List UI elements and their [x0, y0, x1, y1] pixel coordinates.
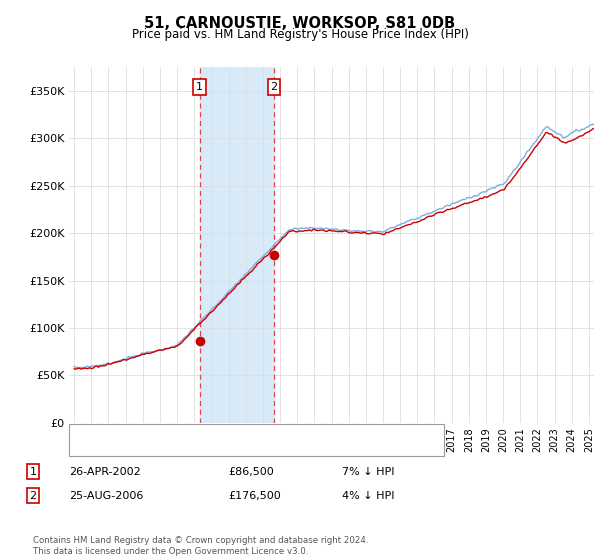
Text: £176,500: £176,500	[228, 491, 281, 501]
Text: 51, CARNOUSTIE, WORKSOP, S81 0DB (detached house): 51, CARNOUSTIE, WORKSOP, S81 0DB (detach…	[110, 428, 419, 438]
Text: 51, CARNOUSTIE, WORKSOP, S81 0DB: 51, CARNOUSTIE, WORKSOP, S81 0DB	[145, 16, 455, 31]
Text: 1: 1	[196, 82, 203, 92]
Text: 25-AUG-2006: 25-AUG-2006	[69, 491, 143, 501]
Text: 7% ↓ HPI: 7% ↓ HPI	[342, 466, 395, 477]
FancyBboxPatch shape	[69, 424, 444, 456]
Text: Contains HM Land Registry data © Crown copyright and database right 2024.
This d: Contains HM Land Registry data © Crown c…	[33, 536, 368, 556]
Text: £86,500: £86,500	[228, 466, 274, 477]
Text: 26-APR-2002: 26-APR-2002	[69, 466, 141, 477]
Text: Price paid vs. HM Land Registry's House Price Index (HPI): Price paid vs. HM Land Registry's House …	[131, 28, 469, 41]
Text: HPI: Average price, detached house, Bassetlaw: HPI: Average price, detached house, Bass…	[110, 444, 368, 453]
Text: 2: 2	[271, 82, 278, 92]
Text: 2: 2	[29, 491, 37, 501]
Text: 1: 1	[29, 466, 37, 477]
Bar	[200, 67, 274, 423]
Text: 4% ↓ HPI: 4% ↓ HPI	[342, 491, 395, 501]
